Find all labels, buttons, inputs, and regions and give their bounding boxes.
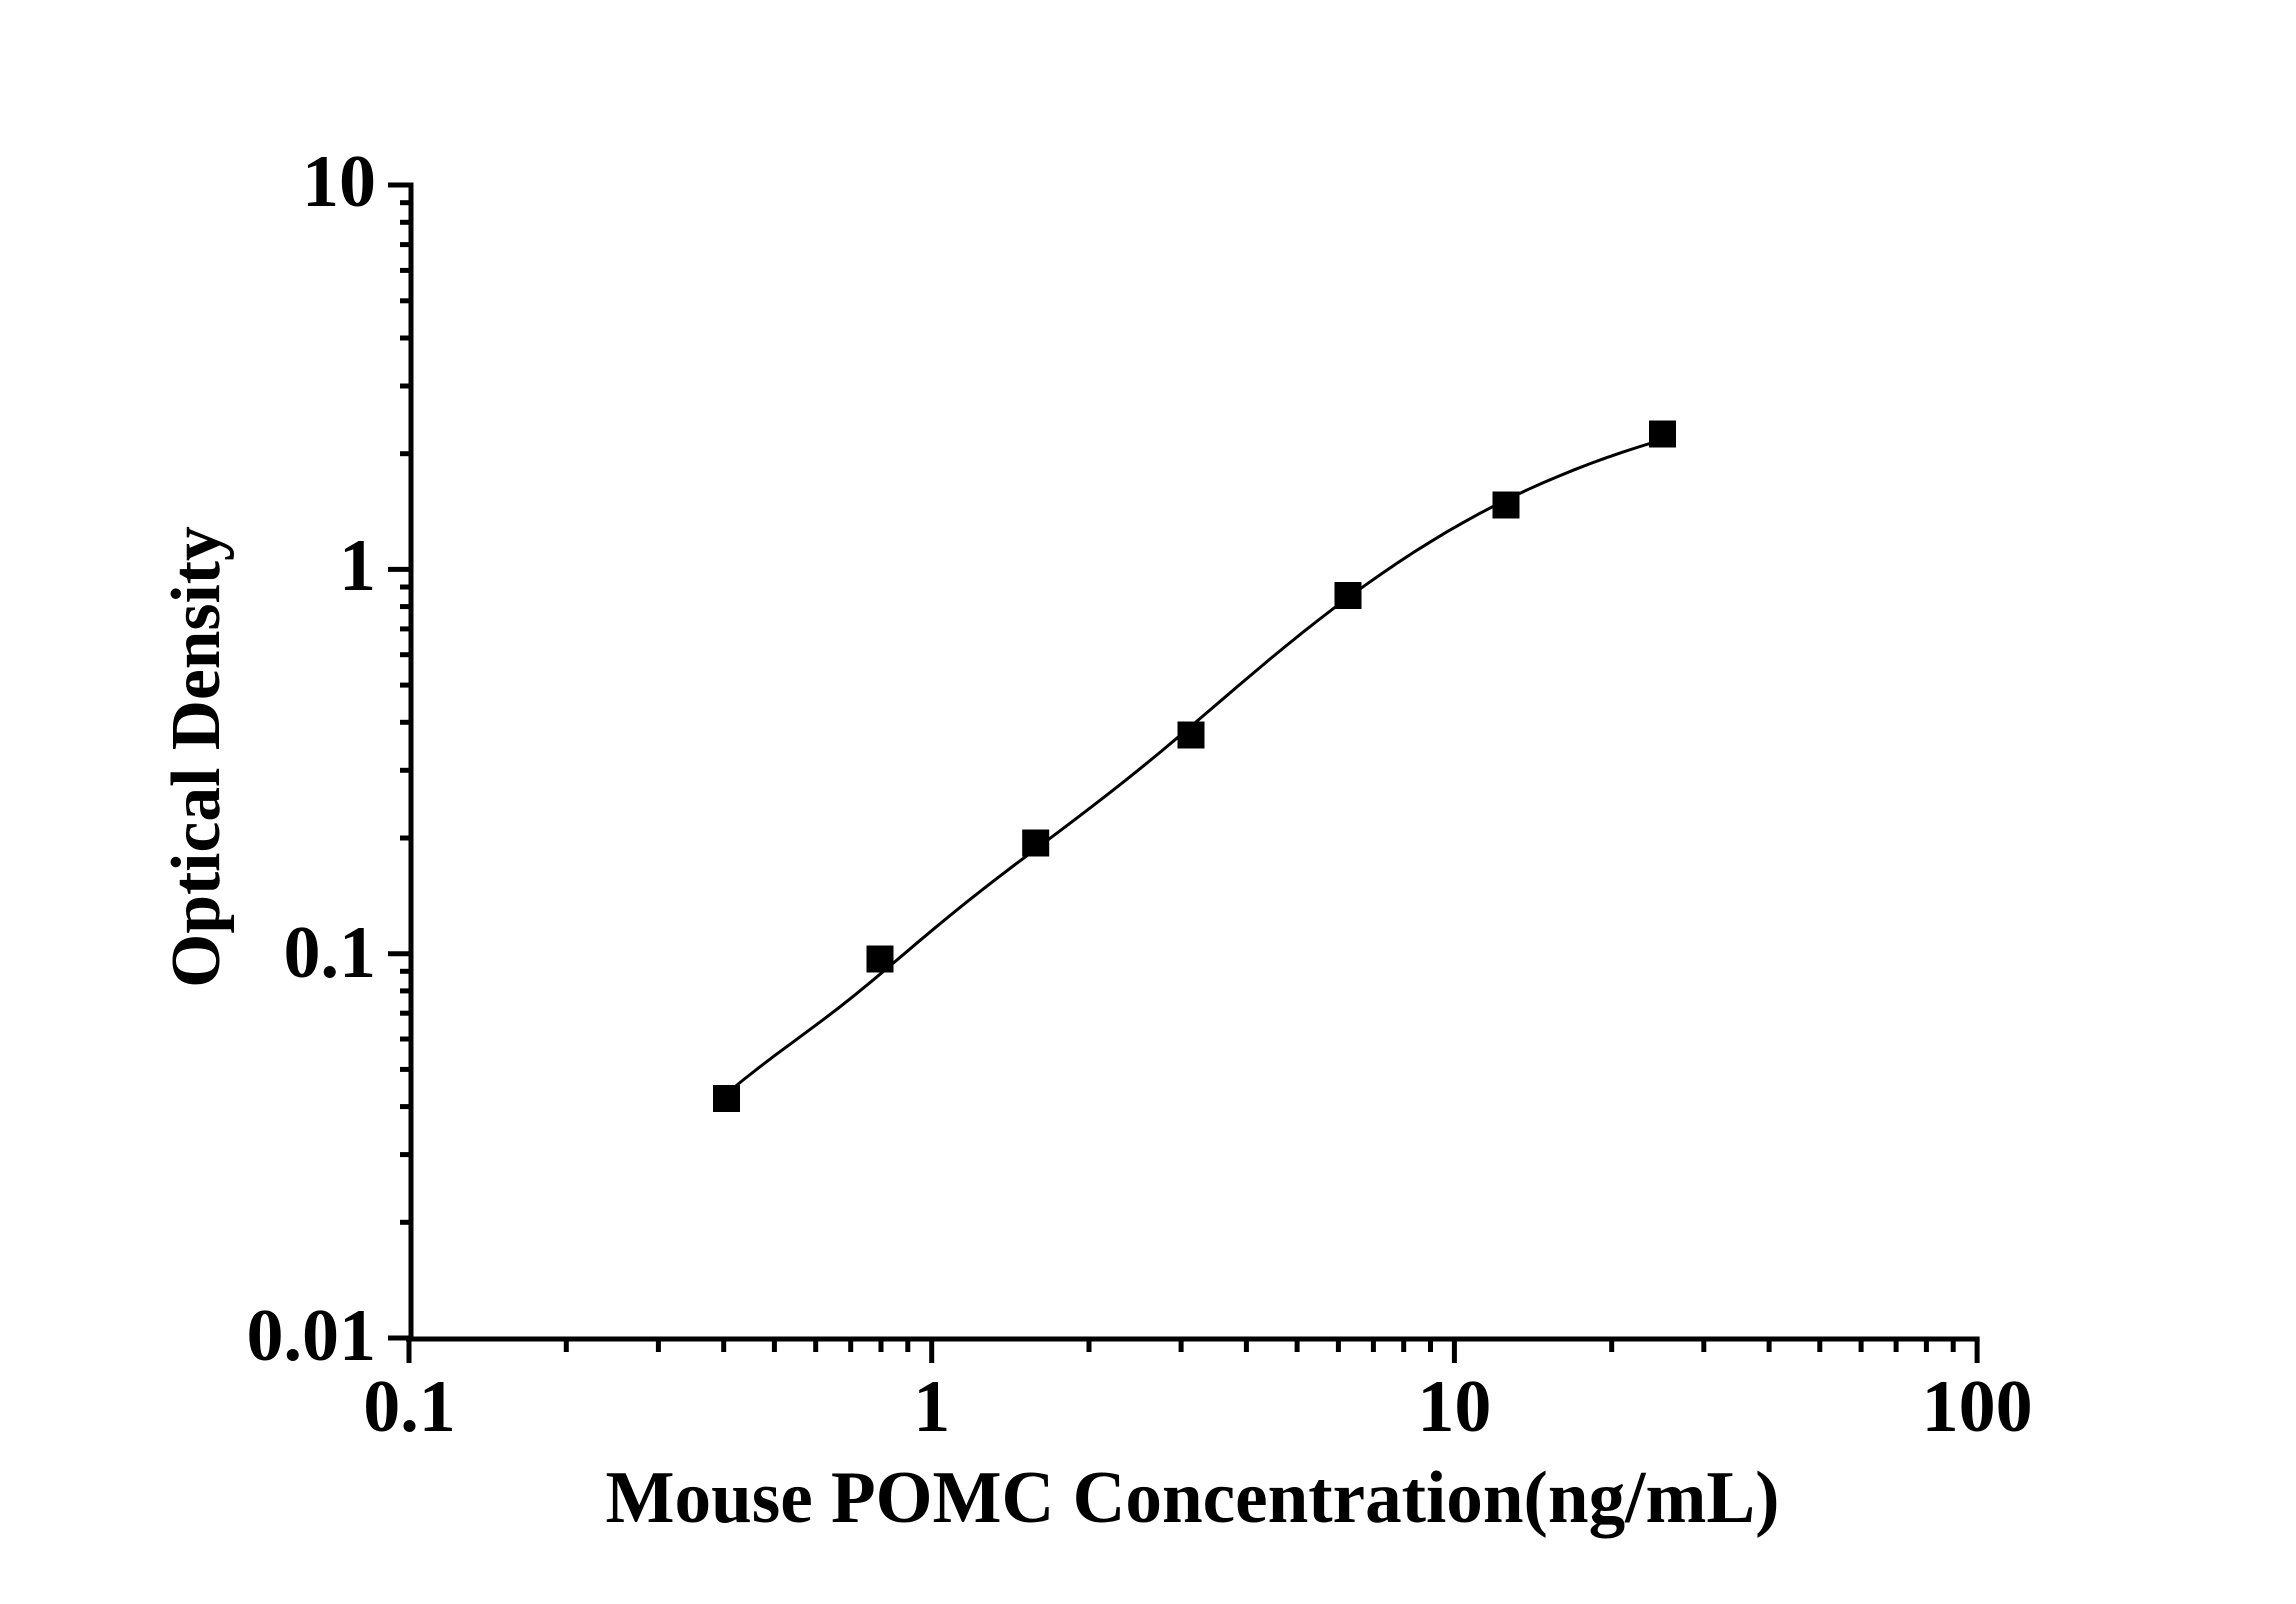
svg-text:100: 100 (1922, 1366, 2033, 1448)
svg-text:0.01: 0.01 (247, 1295, 377, 1377)
svg-text:10: 10 (1417, 1366, 1491, 1448)
svg-text:0.1: 0.1 (284, 912, 377, 994)
svg-text:1: 1 (339, 525, 376, 607)
svg-text:1: 1 (913, 1366, 950, 1448)
svg-text:Optical Density: Optical Density (158, 526, 235, 988)
svg-text:Mouse POMC Concentration(ng/mL: Mouse POMC Concentration(ng/mL) (606, 1457, 1780, 1539)
svg-text:10: 10 (302, 141, 376, 223)
svg-text:0.1: 0.1 (363, 1366, 456, 1448)
